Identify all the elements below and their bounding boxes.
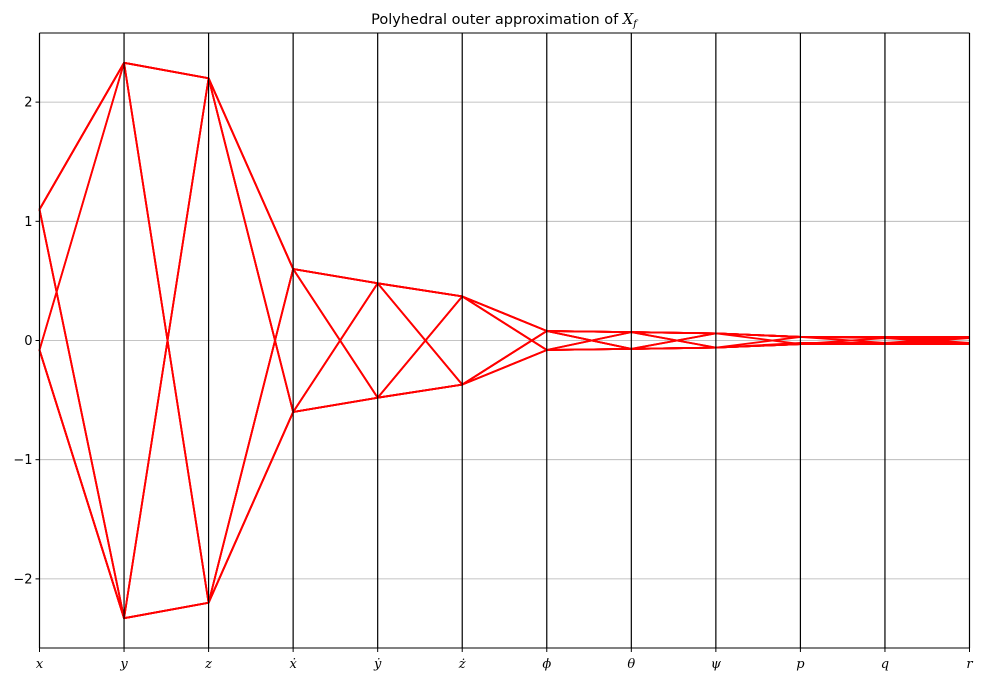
category-label: ẏ bbox=[373, 657, 382, 672]
chart-title-math: X bbox=[622, 12, 634, 28]
y-gridlines bbox=[39, 101, 970, 580]
category-label: y bbox=[119, 657, 128, 672]
category-label: ψ bbox=[711, 657, 722, 672]
category-label: x bbox=[36, 657, 44, 672]
y-axis-ticks: 2 1 0 −1 −2 bbox=[13, 96, 40, 587]
series-line-13 bbox=[38, 61, 970, 399]
y-tick-label: 0 bbox=[24, 334, 32, 349]
series-line-1 bbox=[38, 61, 970, 338]
series-line-3 bbox=[38, 61, 970, 351]
category-label: q bbox=[881, 657, 889, 672]
series-line-12 bbox=[38, 61, 970, 604]
series-line-7 bbox=[38, 61, 970, 604]
series-line-10 bbox=[38, 268, 970, 620]
category-label: ẋ bbox=[289, 657, 297, 672]
chart-title-text: Polyhedral outer approximation of bbox=[371, 12, 623, 28]
series-lines bbox=[38, 61, 970, 620]
series-line-2 bbox=[38, 61, 970, 350]
y-tick-label: −1 bbox=[13, 453, 32, 468]
category-label: z bbox=[204, 657, 212, 672]
series-line-14 bbox=[38, 282, 970, 620]
category-label: ż bbox=[458, 657, 466, 672]
y-tick-label: 2 bbox=[24, 96, 32, 111]
series-line-8 bbox=[38, 77, 970, 620]
category-label: r bbox=[966, 657, 973, 672]
y-tick-label: −2 bbox=[13, 572, 32, 587]
series-line-11 bbox=[38, 77, 970, 620]
series-line-16 bbox=[38, 77, 970, 620]
series-line-15 bbox=[38, 61, 970, 604]
series-line-9 bbox=[38, 61, 970, 413]
chart-title-sub: f bbox=[632, 19, 639, 30]
chart-title: Polyhedral outer approximation of Xf bbox=[371, 12, 639, 30]
category-label: θ bbox=[627, 657, 635, 672]
category-label: p bbox=[796, 657, 805, 672]
category-axes bbox=[38, 32, 971, 649]
y-tick-label: 1 bbox=[24, 215, 32, 230]
category-label: ϕ bbox=[542, 657, 551, 672]
series-line-6 bbox=[38, 330, 970, 620]
